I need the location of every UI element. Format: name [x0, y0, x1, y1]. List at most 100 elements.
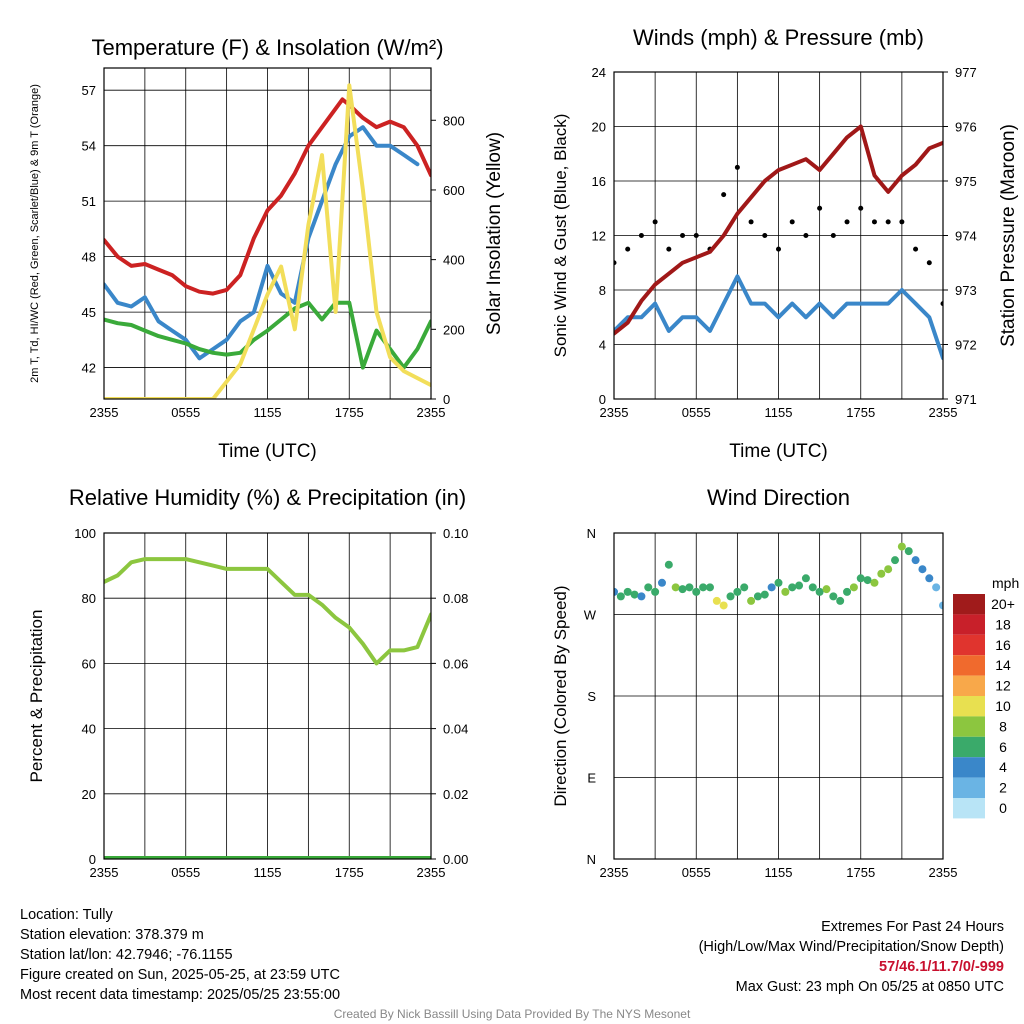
y2-tick-label: 0.10: [443, 526, 468, 541]
y-tick-label: 24: [592, 65, 606, 80]
recent-text: Most recent data timestamp: 2025/05/25 2…: [20, 987, 341, 1003]
y-tick-label: 60: [82, 656, 96, 671]
gust-point: [858, 205, 864, 211]
direction-point: [719, 601, 728, 610]
direction-point: [733, 587, 742, 596]
direction-point: [664, 560, 673, 569]
winds-panel: Winds (mph) & Pressure (mb) 2355 0555 1155 1…: [551, 25, 1019, 462]
gust-point: [803, 233, 809, 238]
direction-point: [651, 587, 660, 596]
x-tick-label: 1755: [846, 405, 875, 420]
direction-point: [630, 590, 639, 599]
plot-border: [103, 532, 432, 860]
direction-point: [870, 578, 879, 587]
extremes-title: Extremes For Past 24 Hours: [821, 919, 1004, 935]
y2-tick-label: 976: [955, 120, 977, 135]
legend-swatch: [953, 798, 985, 819]
legend-swatch: [953, 736, 985, 758]
direction-point: [795, 581, 804, 590]
gust-point: [680, 233, 686, 238]
plot-border: [103, 67, 432, 400]
gust-point: [940, 301, 943, 307]
x-tick-label: 1155: [765, 865, 793, 880]
y-tick-label: 20: [592, 120, 606, 135]
gust-point: [721, 192, 727, 198]
x-axis-label: Time (UTC): [218, 441, 317, 462]
legend-title: mph: [992, 575, 1019, 591]
plot-border: [613, 532, 944, 860]
direction-point: [692, 587, 701, 596]
chart-title: Temperature (F) & Insolation (W/m²): [91, 35, 443, 60]
direction-point: [616, 592, 625, 601]
y-tick-label: N: [587, 526, 596, 541]
y2-tick-label: 0.04: [443, 722, 468, 737]
direction-point: [863, 576, 872, 585]
plot-area: [614, 542, 943, 610]
legend-label: 10: [995, 698, 1011, 714]
gust-point: [789, 219, 795, 225]
gust-point: [885, 219, 891, 225]
y-tick-label: N: [587, 852, 596, 867]
y-tick-label: 0: [89, 852, 96, 867]
temperature-panel: Temperature (F) & Insolation (W/m²) 2355 0…: [29, 35, 505, 462]
legend-label: 20+: [991, 596, 1015, 612]
series-line: [104, 125, 420, 361]
gust-point: [776, 246, 781, 252]
plot-area: [104, 557, 431, 859]
legend-swatch: [953, 716, 985, 737]
y-tick-label: 51: [82, 194, 96, 209]
direction-point: [788, 583, 797, 592]
direction-point: [918, 565, 927, 574]
direction-point: [712, 596, 721, 605]
direction-point: [877, 569, 886, 578]
y2-tick-label: 0.02: [443, 787, 468, 802]
x-tick-label: 2355: [90, 405, 119, 420]
gust-point: [762, 233, 768, 238]
y-tick-label: 20: [82, 787, 96, 802]
created-text: Figure created on Sun, 2025-05-25, at 23…: [20, 967, 340, 983]
direction-point: [671, 583, 680, 592]
y2-tick-label: 600: [443, 183, 465, 198]
legend-swatch: [953, 777, 985, 798]
legend-swatch: [953, 675, 985, 696]
gust-point: [844, 219, 850, 225]
y-axis-label: Direction (Colored By Speed): [551, 585, 570, 806]
direction-point: [740, 583, 749, 592]
y2-tick-label: 0: [443, 392, 450, 407]
direction-point: [801, 574, 810, 583]
legend-swatch: [953, 594, 985, 615]
legend-label: 8: [999, 718, 1007, 734]
y-axis-label: Percent & Precipitation: [27, 610, 46, 783]
legend-label: 14: [995, 657, 1011, 673]
gust-point: [926, 260, 932, 266]
speed-legend: mph 20+ 18 16 14 12 10 8 6 4 2 0: [953, 575, 1019, 819]
series-line: [104, 300, 431, 370]
y-tick-label: 45: [82, 305, 96, 320]
y-tick-label: 16: [592, 174, 606, 189]
extremes-values: 57/46.1/11.7/0/-999: [879, 959, 1004, 975]
legend-label: 18: [995, 616, 1011, 632]
y2-tick-label: 977: [955, 65, 977, 80]
direction-point: [932, 583, 941, 592]
direction-point: [836, 596, 845, 605]
y2-tick-label: 0.06: [443, 656, 468, 671]
y2-tick-label: 972: [955, 338, 977, 353]
direction-point: [891, 556, 900, 565]
gust-point: [625, 246, 631, 252]
extremes-subtitle: (High/Low/Max Wind/Precipitation/Snow De…: [698, 939, 1004, 955]
direction-point: [753, 592, 762, 601]
wind-direction-panel: Wind Direction 2355 0555 1155 1755 2355 N E S W N D…: [551, 485, 957, 880]
y2-tick-label: 800: [443, 113, 465, 128]
x-tick-label: 1155: [765, 405, 793, 420]
x-tick-label: 1755: [846, 865, 875, 880]
y-tick-label: 57: [82, 83, 96, 98]
y-tick-label: 8: [599, 283, 606, 298]
gust-point: [817, 205, 823, 211]
gust-point: [830, 233, 836, 238]
x-tick-label: 2355: [600, 865, 629, 880]
gust-point: [666, 246, 672, 252]
direction-point: [760, 590, 769, 599]
x-tick-label: 1755: [335, 405, 364, 420]
series-line: [104, 97, 431, 296]
series-line: [104, 83, 431, 399]
